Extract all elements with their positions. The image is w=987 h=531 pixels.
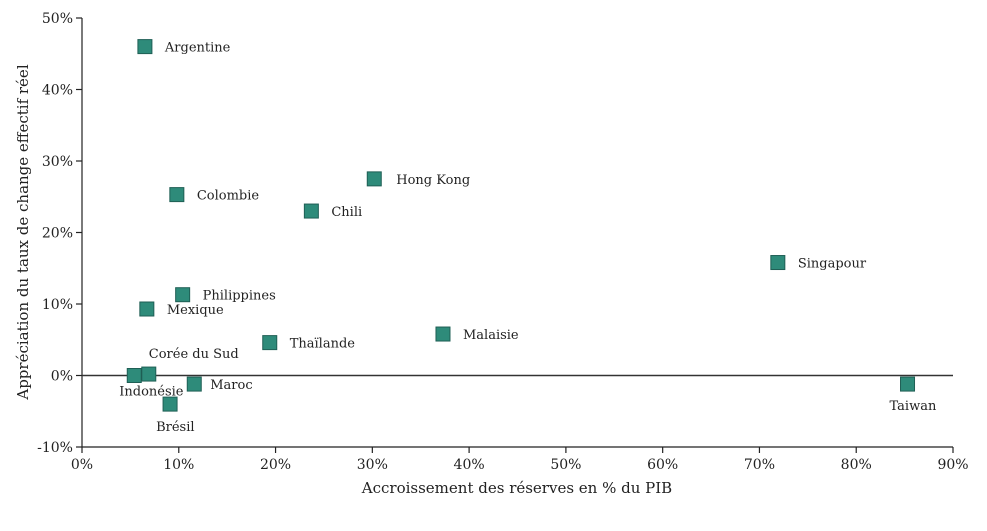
point-marker <box>175 287 191 303</box>
y-tick-label: -10% <box>37 440 73 456</box>
x-tick-label: 50% <box>550 457 581 473</box>
point-label: Brésil <box>156 420 194 435</box>
x-tick-label: 30% <box>357 457 388 473</box>
data-points: Argentine Colombie Hong Kong Chili Singapour… <box>119 39 937 435</box>
point-marker <box>139 301 155 317</box>
point-label: Maroc <box>210 378 252 393</box>
x-tick-label: 20% <box>260 457 291 473</box>
point-label: Indonésie <box>119 385 184 400</box>
axes: -10%0%10%20%30%40%50%0% 10% 20% 30% 40% 50% 60… <box>37 11 968 473</box>
point-marker <box>141 366 157 382</box>
point-label: Colombie <box>197 189 260 204</box>
point-label: Hong Kong <box>396 173 470 188</box>
y-tick-label: 0% <box>51 369 73 385</box>
x-tick-label: 0% <box>71 457 93 473</box>
point-marker <box>186 376 202 392</box>
point-label: Singapour <box>798 257 867 272</box>
point-marker <box>435 326 451 342</box>
point-marker <box>366 171 382 187</box>
point-marker <box>162 396 178 412</box>
point-label: Chili <box>331 205 362 220</box>
point-label: Taiwan <box>890 399 937 414</box>
point-label: Mexique <box>167 303 224 318</box>
y-axis-title: Appréciation du taux de change effectif … <box>14 64 32 400</box>
y-tick-label: 50% <box>42 11 73 27</box>
x-tick-label: 60% <box>647 457 678 473</box>
point-label: Corée du Sud <box>149 347 239 362</box>
y-tick-label: 10% <box>42 297 73 313</box>
point-label: Malaisie <box>463 328 519 343</box>
x-tick-label: 70% <box>744 457 775 473</box>
y-tick-label: 30% <box>42 154 73 170</box>
point-label: Philippines <box>203 289 276 304</box>
point-label: Argentine <box>164 41 231 56</box>
x-tick-label: 90% <box>937 457 968 473</box>
point-marker <box>137 39 153 55</box>
point-marker <box>900 376 916 392</box>
point-marker <box>303 203 319 219</box>
y-tick-label: 20% <box>42 226 73 242</box>
point-label: Thaïlande <box>290 337 356 352</box>
point-marker <box>262 335 278 351</box>
x-tick-label: 40% <box>454 457 485 473</box>
x-axis-title: Accroissement des réserves en % du PIB <box>361 479 672 497</box>
point-marker <box>169 187 185 203</box>
point-marker <box>770 255 786 271</box>
x-tick-label: 10% <box>163 457 194 473</box>
x-tick-label: 80% <box>841 457 872 473</box>
point-marker <box>126 368 142 383</box>
y-tick-label: 40% <box>42 83 73 99</box>
